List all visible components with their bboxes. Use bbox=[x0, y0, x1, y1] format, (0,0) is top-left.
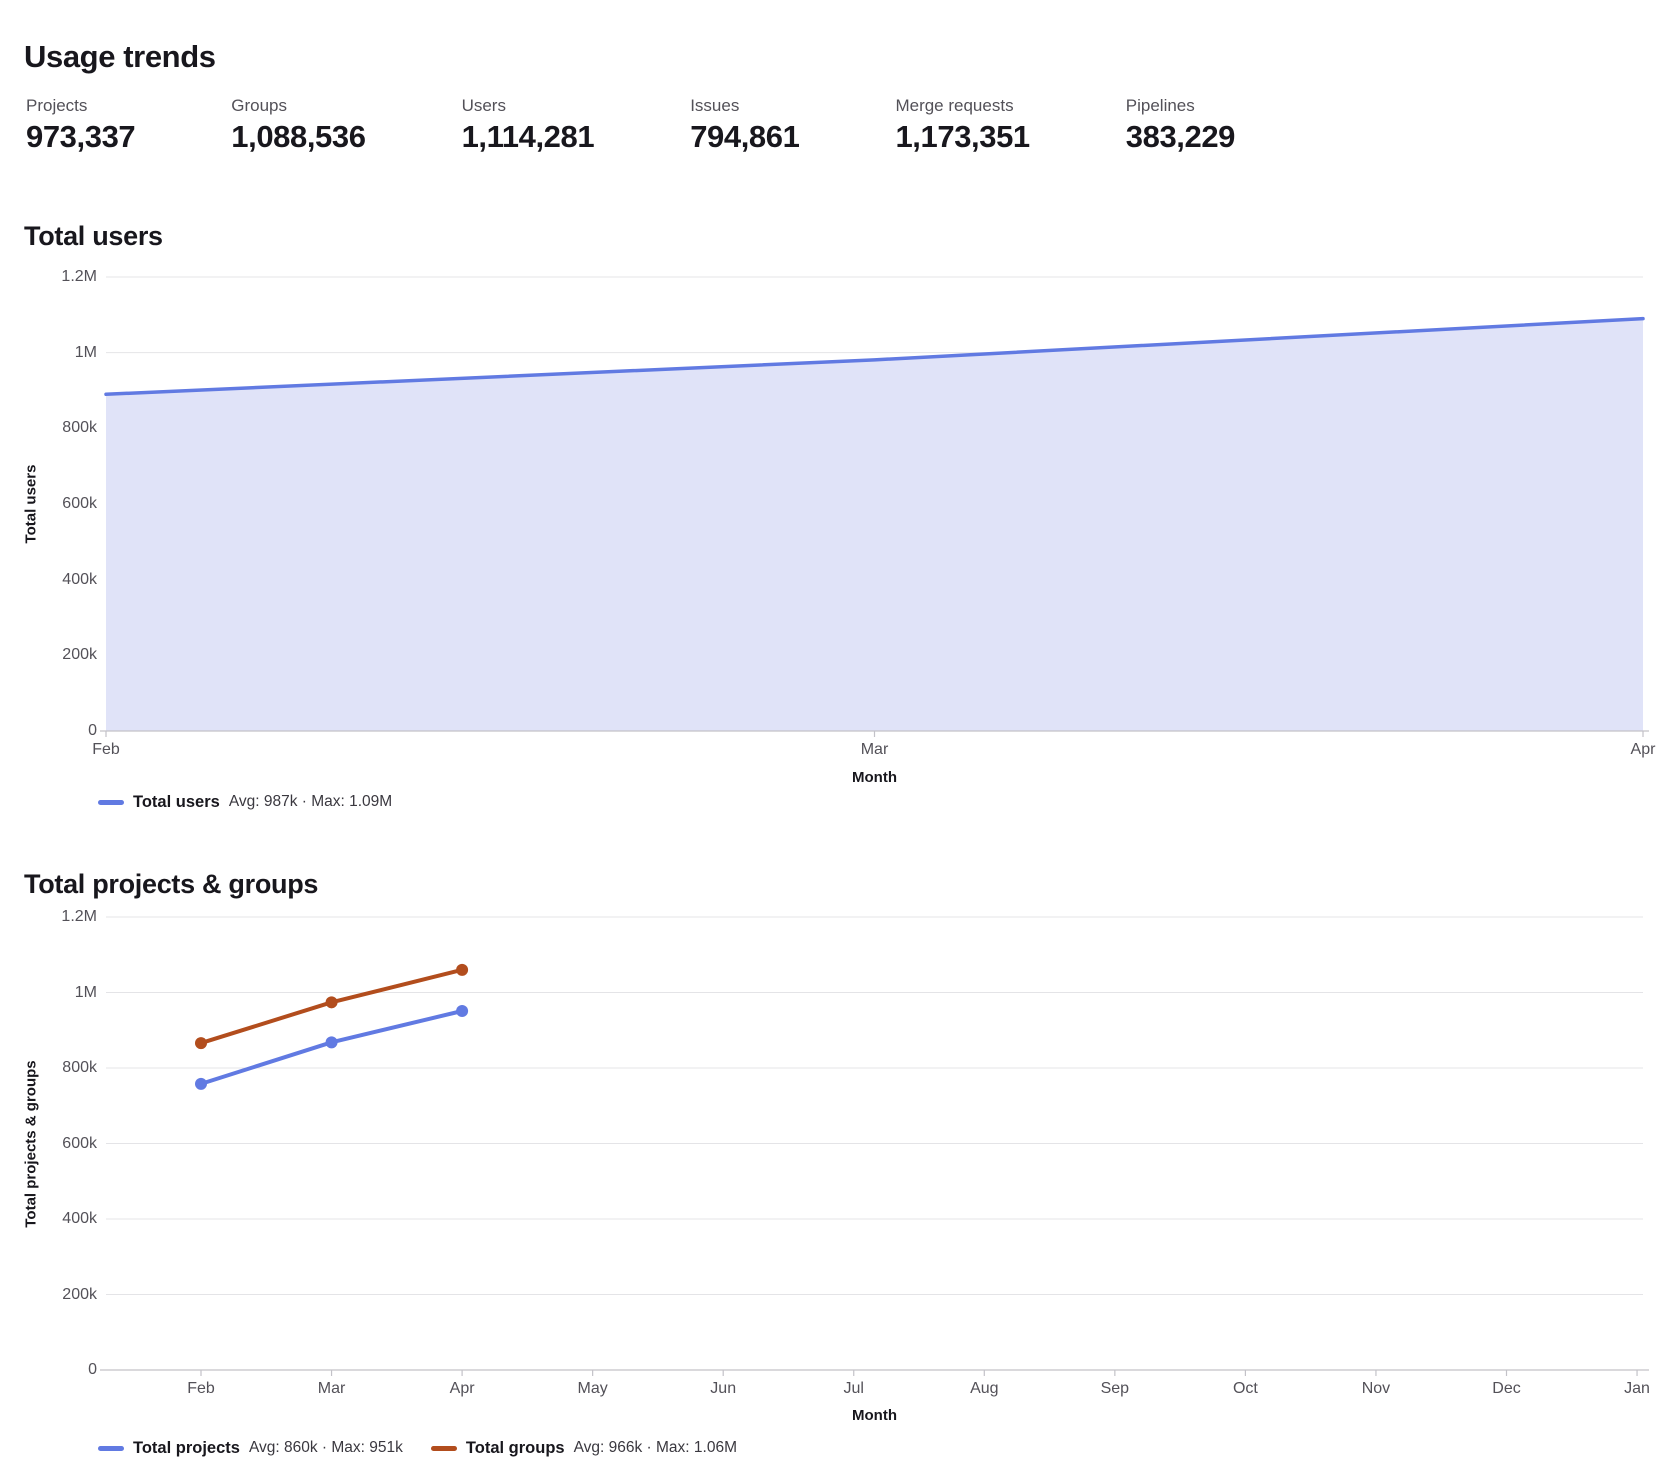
y-tick-label: 800k bbox=[62, 1059, 97, 1076]
x-tick-label: Jan bbox=[1624, 1380, 1650, 1397]
x-tick-label: Oct bbox=[1232, 1380, 1258, 1397]
stat-merge-requests: Merge requests 1,173,351 bbox=[895, 96, 1030, 155]
stat-label: Users bbox=[461, 96, 506, 115]
y-tick-label: 600k bbox=[62, 495, 97, 512]
x-tick-label: Dec bbox=[1492, 1380, 1521, 1397]
stat-label: Issues bbox=[690, 96, 740, 115]
y-tick-label: 800k bbox=[62, 419, 97, 437]
chart-legend: Total projects Avg: 860k · Max: 951k Total… bbox=[98, 1438, 737, 1458]
chart-title-total-users: Total users bbox=[24, 221, 163, 252]
y-axis-title: Total projects & groups bbox=[22, 1059, 40, 1228]
y-tick-label: 1M bbox=[74, 983, 97, 1001]
y-tick-label: 1M bbox=[74, 343, 97, 361]
x-tick-label: Apr bbox=[449, 1380, 475, 1397]
legend-item-total-groups[interactable]: Total groups Avg: 966k · Max: 1.06M bbox=[430, 1438, 737, 1458]
stat-label: Pipelines bbox=[1125, 96, 1195, 115]
legend-series-name: Total projects bbox=[133, 1439, 240, 1457]
data-point bbox=[456, 963, 469, 976]
stat-value: 794,861 bbox=[690, 119, 800, 154]
data-point bbox=[325, 1036, 338, 1049]
x-tick-label: Nov bbox=[1361, 1380, 1391, 1397]
series-line-total-projects bbox=[199, 1008, 465, 1086]
x-tick-label: Apr bbox=[1630, 741, 1656, 758]
x-axis bbox=[100, 1369, 1649, 1376]
stat-label: Merge requests bbox=[895, 96, 1014, 115]
stat-value: 1,173,351 bbox=[895, 119, 1030, 154]
y-tick-label: 600k bbox=[62, 1134, 97, 1152]
x-axis-title: Month bbox=[852, 1407, 897, 1424]
data-point bbox=[325, 996, 338, 1009]
chart-legend: Total users Avg: 987k · Max: 1.09M bbox=[98, 792, 392, 812]
series-line-total-groups bbox=[199, 967, 465, 1046]
legend-series-stats: Avg: 987k · Max: 1.09M bbox=[228, 793, 393, 810]
x-tick-label: Mar bbox=[317, 1380, 346, 1397]
stat-issues: Issues 794,861 bbox=[690, 96, 800, 155]
stat-value: 1,088,536 bbox=[231, 119, 366, 154]
series-line-total-users bbox=[104, 316, 1645, 397]
y-tick-label: 400k bbox=[62, 1210, 97, 1227]
x-tick-label: Mar bbox=[860, 741, 889, 758]
stat-value: 383,229 bbox=[1125, 119, 1236, 154]
legend-series-stats: Avg: 966k · Max: 1.06M bbox=[573, 1439, 737, 1456]
data-point bbox=[195, 1077, 207, 1090]
y-tick-label: 0 bbox=[88, 722, 97, 739]
legend-series-dash-icon bbox=[98, 1445, 124, 1451]
stat-pipelines: Pipelines 383,229 bbox=[1125, 96, 1236, 155]
x-axis bbox=[100, 730, 1649, 737]
legend-series-dash-icon bbox=[430, 1445, 457, 1451]
stat-users: Users 1,114,281 bbox=[462, 96, 595, 155]
stat-label: Groups bbox=[231, 96, 288, 115]
x-tick-label: Jun bbox=[710, 1380, 737, 1397]
legend-series-name: Total users bbox=[133, 793, 220, 811]
stat-value: 973,337 bbox=[26, 119, 136, 154]
x-tick-label: Feb bbox=[92, 741, 120, 758]
x-tick-label: Aug bbox=[970, 1380, 999, 1397]
y-tick-label: 0 bbox=[88, 1361, 97, 1378]
x-tick-label: May bbox=[577, 1380, 608, 1397]
y-tick-label: 200k bbox=[62, 1285, 97, 1303]
area-fill-total-users bbox=[106, 318, 1643, 731]
gridlines bbox=[106, 916, 1643, 1295]
usage-counts-row: Projects 973,337 Groups 1,088,536 Users 1,114… bbox=[26, 96, 1235, 155]
gridlines bbox=[106, 276, 1643, 656]
page-title: Usage trends bbox=[24, 38, 216, 74]
chart-title-total-projects-groups: Total projects & groups bbox=[24, 869, 319, 900]
legend-series-dash-icon bbox=[98, 799, 124, 805]
stat-projects: Projects 973,337 bbox=[26, 96, 136, 155]
data-point bbox=[456, 1004, 469, 1017]
y-tick-label: 400k bbox=[62, 570, 97, 588]
stat-value: 1,114,281 bbox=[461, 119, 595, 154]
legend-item-total-projects[interactable]: Total projects Avg: 860k · Max: 951k bbox=[98, 1438, 403, 1458]
y-tick-label: 200k bbox=[62, 646, 97, 664]
y-axis-title: Total users bbox=[22, 464, 40, 544]
x-axis-title: Month bbox=[852, 769, 897, 786]
legend-series-stats: Avg: 860k · Max: 951k bbox=[248, 1439, 403, 1456]
stat-groups: Groups 1,088,536 bbox=[231, 96, 366, 155]
y-tick-label: 1.2M bbox=[61, 268, 97, 285]
x-tick-label: Feb bbox=[187, 1380, 215, 1397]
x-tick-label: Jul bbox=[843, 1380, 864, 1397]
data-point bbox=[195, 1037, 207, 1050]
legend-item-total-users[interactable]: Total users Avg: 987k · Max: 1.09M bbox=[98, 792, 392, 812]
x-tick-label: Sep bbox=[1100, 1380, 1130, 1397]
stat-label: Projects bbox=[26, 96, 88, 115]
legend-series-name: Total groups bbox=[465, 1439, 565, 1457]
y-tick-label: 1.2M bbox=[61, 908, 97, 925]
